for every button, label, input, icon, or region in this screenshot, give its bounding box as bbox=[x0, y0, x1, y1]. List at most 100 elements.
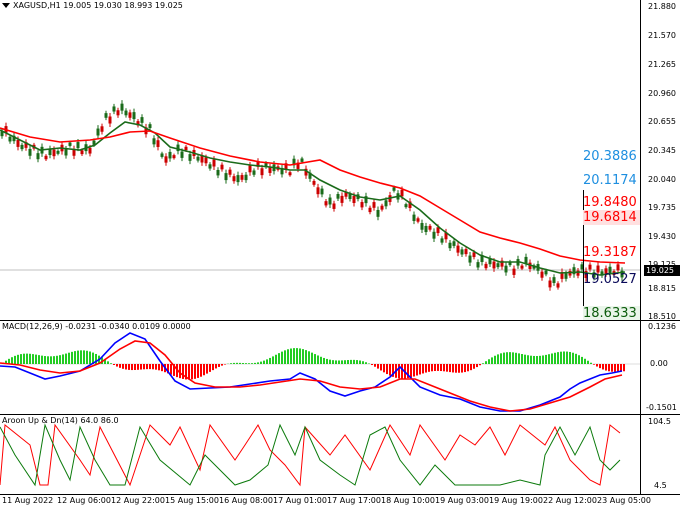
price-bar-body bbox=[28, 148, 32, 156]
macd-histogram-bar bbox=[476, 364, 478, 368]
price-bar-body bbox=[256, 161, 260, 167]
macd-histogram-bar bbox=[593, 364, 595, 365]
macd-histogram-bar bbox=[428, 364, 430, 372]
price-bar-body bbox=[236, 175, 240, 183]
macd-histogram-bar bbox=[344, 360, 346, 364]
time-axis-label: 23 Aug 05:00 bbox=[597, 496, 651, 505]
price-chart-pane[interactable]: XAGUSD,H1 19.005 19.030 18.993 19.025 20… bbox=[0, 0, 640, 320]
price-axis-label: 20.655 bbox=[648, 117, 676, 126]
macd-canvas bbox=[0, 332, 640, 412]
macd-histogram-bar bbox=[596, 364, 598, 367]
macd-histogram-bar bbox=[293, 348, 295, 364]
macd-histogram-bar bbox=[59, 355, 61, 364]
price-bar-body bbox=[436, 227, 440, 234]
macd-histogram-bar bbox=[14, 355, 16, 364]
price-bar-body bbox=[156, 140, 160, 147]
macd-histogram-bar bbox=[296, 348, 298, 364]
macd-histogram-bar bbox=[305, 350, 307, 364]
macd-histogram-bar bbox=[422, 364, 424, 374]
aroon-down-line bbox=[0, 423, 621, 487]
macd-histogram-bar bbox=[32, 354, 34, 364]
macd-histogram-bar bbox=[608, 364, 610, 372]
price-bar-body bbox=[500, 260, 504, 267]
pane-separator[interactable] bbox=[0, 414, 680, 415]
price-bar-body bbox=[96, 128, 100, 136]
macd-histogram-bar bbox=[320, 356, 322, 364]
macd-histogram-bar bbox=[545, 354, 547, 364]
price-bar-body bbox=[588, 264, 592, 270]
price-bar-body bbox=[124, 110, 128, 116]
macd-axis[interactable]: 0.1236 0.00 -0.1501 bbox=[640, 321, 680, 414]
price-bar-body bbox=[252, 170, 256, 175]
price-bar-body bbox=[104, 113, 108, 118]
current-price-badge: 19.025 bbox=[644, 265, 680, 276]
macd-histogram-bar bbox=[497, 354, 499, 364]
macd-histogram-bar bbox=[23, 353, 25, 364]
price-bar-body bbox=[212, 159, 216, 167]
macd-histogram-bar bbox=[467, 364, 469, 372]
macd-histogram-bar bbox=[425, 364, 427, 373]
aroon-axis[interactable]: 104.5 4.5 bbox=[640, 415, 680, 494]
price-bar-body bbox=[196, 156, 200, 161]
macd-histogram-bar bbox=[146, 364, 148, 370]
macd-histogram-bar bbox=[53, 356, 55, 364]
price-bar-body bbox=[12, 135, 16, 142]
macd-histogram-bar bbox=[182, 364, 184, 379]
macd-histogram-bar bbox=[464, 364, 466, 373]
macd-histogram-bar bbox=[536, 356, 538, 364]
macd-histogram-bar bbox=[47, 356, 49, 364]
macd-histogram-bar bbox=[392, 364, 394, 377]
price-bar-body bbox=[400, 189, 404, 197]
macd-histogram-bar bbox=[206, 364, 208, 374]
macd-histogram-bar bbox=[152, 364, 154, 370]
price-bar-body bbox=[148, 124, 152, 129]
price-bar-body bbox=[48, 148, 52, 156]
macd-histogram-bar bbox=[470, 364, 472, 371]
time-axis-label: 17 Aug 01:00 bbox=[273, 496, 327, 505]
aroon-canvas bbox=[0, 423, 621, 487]
pane-separator[interactable] bbox=[0, 320, 680, 321]
macd-signal-line bbox=[0, 340, 623, 412]
macd-histogram-bar bbox=[188, 364, 190, 380]
price-bar-body bbox=[432, 231, 436, 239]
macd-histogram-bar bbox=[548, 354, 550, 364]
price-bar-body bbox=[284, 163, 288, 170]
macd-histogram-bar bbox=[623, 364, 625, 372]
macd-histogram-bar bbox=[437, 364, 439, 371]
macd-histogram-bar bbox=[500, 353, 502, 364]
price-axis-label: 21.880 bbox=[648, 2, 676, 11]
macd-histogram-bar bbox=[275, 354, 277, 364]
price-bar-body bbox=[140, 117, 144, 123]
price-bar-body bbox=[264, 163, 268, 167]
price-bar-body bbox=[452, 241, 456, 246]
aroon-pane[interactable]: Aroon Up & Dn(14) 64.0 86.0 bbox=[0, 415, 640, 494]
price-bar-body bbox=[336, 194, 340, 199]
aroon-axis-label: 104.5 bbox=[648, 417, 671, 426]
price-bar-body bbox=[504, 265, 508, 273]
macd-histogram-bar bbox=[230, 363, 232, 364]
macd-histogram-bar bbox=[29, 353, 31, 364]
macd-histogram-bar bbox=[137, 364, 139, 370]
price-bar-body bbox=[544, 270, 548, 275]
price-bar-body bbox=[580, 264, 584, 270]
macd-histogram-bar bbox=[602, 364, 604, 370]
price-axis-label: 19.430 bbox=[648, 232, 676, 241]
price-bar-body bbox=[320, 188, 324, 195]
collapse-triangle-icon[interactable] bbox=[2, 3, 10, 8]
macd-histogram-bar bbox=[473, 364, 475, 369]
macd-histogram-bar bbox=[119, 364, 121, 368]
price-bar-body bbox=[0, 131, 4, 137]
macd-histogram-bar bbox=[155, 364, 157, 370]
macd-histogram-bar bbox=[260, 361, 262, 364]
macd-histogram-bar bbox=[140, 364, 142, 370]
macd-pane[interactable]: MACD(12,26,9) -0.0231 -0.0340 0.0109 0.0… bbox=[0, 321, 640, 414]
price-bar-body bbox=[508, 261, 512, 266]
ma-slow-line bbox=[0, 127, 626, 264]
time-axis-label: 16 Aug 08:00 bbox=[219, 496, 273, 505]
price-bar-body bbox=[412, 214, 416, 221]
macd-histogram-bar bbox=[479, 364, 481, 366]
price-bar-body bbox=[180, 151, 184, 158]
time-axis-label: 12 Aug 06:00 bbox=[57, 496, 111, 505]
macd-histogram-bar bbox=[107, 361, 109, 364]
price-axis-label: 18.510 bbox=[648, 312, 676, 321]
